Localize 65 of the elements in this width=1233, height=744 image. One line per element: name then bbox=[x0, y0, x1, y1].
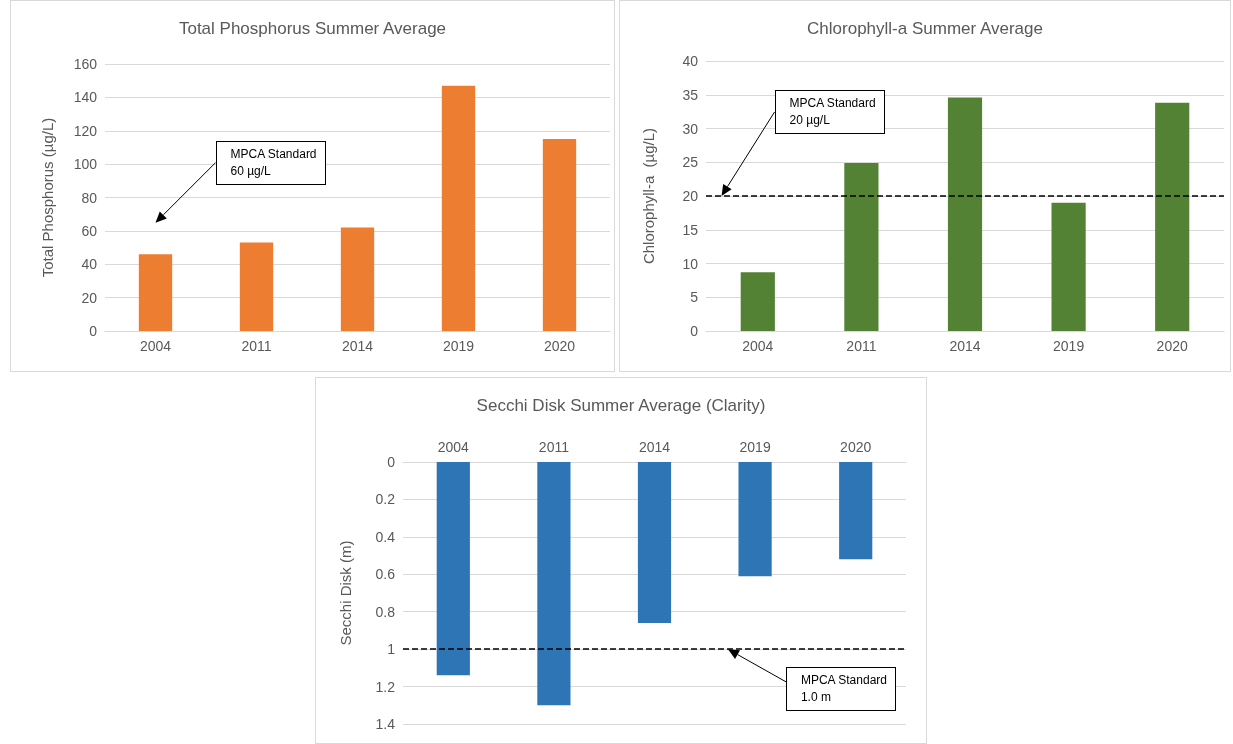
x-tick-label: 2020 bbox=[543, 338, 576, 354]
x-tick-label: 2019 bbox=[442, 338, 475, 354]
y-tick-label: 20 bbox=[682, 188, 699, 204]
y-axis-title: Chlorophyll-a (µg/L) bbox=[640, 127, 657, 265]
bar bbox=[537, 462, 571, 706]
y-tick-label: 120 bbox=[73, 122, 98, 139]
x-tick-label: 2011 bbox=[241, 338, 272, 354]
bar bbox=[1051, 202, 1086, 331]
y-tick-label: 35 bbox=[682, 86, 699, 103]
y-tick-label: 100 bbox=[73, 156, 98, 173]
bar bbox=[637, 462, 672, 623]
chart-title: Total Phosphorus Summer Average bbox=[178, 19, 447, 38]
y-tick-label: 80 bbox=[81, 189, 98, 206]
bar bbox=[138, 254, 173, 331]
y-tick-label: 40 bbox=[81, 256, 98, 273]
bar bbox=[436, 462, 470, 676]
y-tick-label: 40 bbox=[682, 53, 699, 69]
y-tick-label: 0 bbox=[690, 323, 699, 339]
y-tick-label: 30 bbox=[682, 120, 699, 137]
x-tick-label: 2014 bbox=[638, 439, 671, 455]
bar bbox=[844, 162, 879, 331]
y-tick-label: 10 bbox=[682, 255, 699, 272]
bar bbox=[740, 272, 775, 331]
y-tick-label: 1.4 bbox=[375, 716, 396, 732]
bar bbox=[738, 462, 772, 577]
x-tick-label: 2014 bbox=[949, 338, 981, 354]
callout-box: MPCA Standard 20 µg/L bbox=[774, 90, 885, 134]
callout-box: MPCA Standard 1.0 m bbox=[785, 667, 896, 712]
y-tick-label: 0.6 bbox=[375, 566, 396, 583]
y-tick-label: 0.8 bbox=[375, 603, 396, 620]
y-tick-label: 15 bbox=[682, 221, 699, 238]
y-tick-label: 1 bbox=[387, 641, 396, 658]
y-tick-label: 0 bbox=[387, 454, 396, 470]
y-tick-label: 25 bbox=[682, 154, 699, 171]
y-tick-label: 20 bbox=[81, 289, 98, 306]
x-tick-label: 2011 bbox=[846, 338, 877, 354]
bar bbox=[441, 85, 476, 331]
chart-title: Chlorophyll-a Summer Average bbox=[807, 19, 1043, 38]
callout-box: MPCA Standard 60 µg/L bbox=[215, 140, 326, 185]
x-tick-label: 2020 bbox=[840, 439, 872, 455]
y-tick-label: 5 bbox=[690, 289, 699, 306]
y-tick-label: 1.2 bbox=[375, 678, 396, 695]
x-tick-label: 2020 bbox=[1156, 338, 1188, 354]
x-tick-label: 2011 bbox=[538, 439, 570, 455]
x-tick-label: 2019 bbox=[1053, 338, 1085, 354]
x-tick-label: 2019 bbox=[739, 439, 771, 455]
bar bbox=[542, 139, 577, 331]
y-tick-label: 140 bbox=[73, 89, 98, 106]
y-axis-title: Total Phosphorus (µg/L) bbox=[39, 117, 56, 278]
x-tick-label: 2014 bbox=[341, 338, 374, 354]
x-tick-label: 2004 bbox=[139, 338, 172, 354]
x-tick-label: 2004 bbox=[437, 439, 470, 455]
bar bbox=[839, 462, 873, 560]
chart-title: Secchi Disk Summer Average (Clarity) bbox=[476, 396, 766, 415]
bar bbox=[239, 242, 274, 331]
y-tick-label: 60 bbox=[81, 222, 98, 239]
bar bbox=[947, 97, 983, 331]
y-tick-label: 0 bbox=[89, 323, 98, 339]
bar bbox=[340, 227, 375, 331]
x-tick-label: 2004 bbox=[742, 338, 774, 354]
y-tick-label: 0.2 bbox=[375, 491, 396, 508]
bar bbox=[1155, 102, 1190, 331]
y-tick-label: 160 bbox=[73, 56, 98, 72]
y-axis-title: Secchi Disk (m) bbox=[337, 540, 354, 646]
y-tick-label: 0.4 bbox=[375, 528, 396, 545]
